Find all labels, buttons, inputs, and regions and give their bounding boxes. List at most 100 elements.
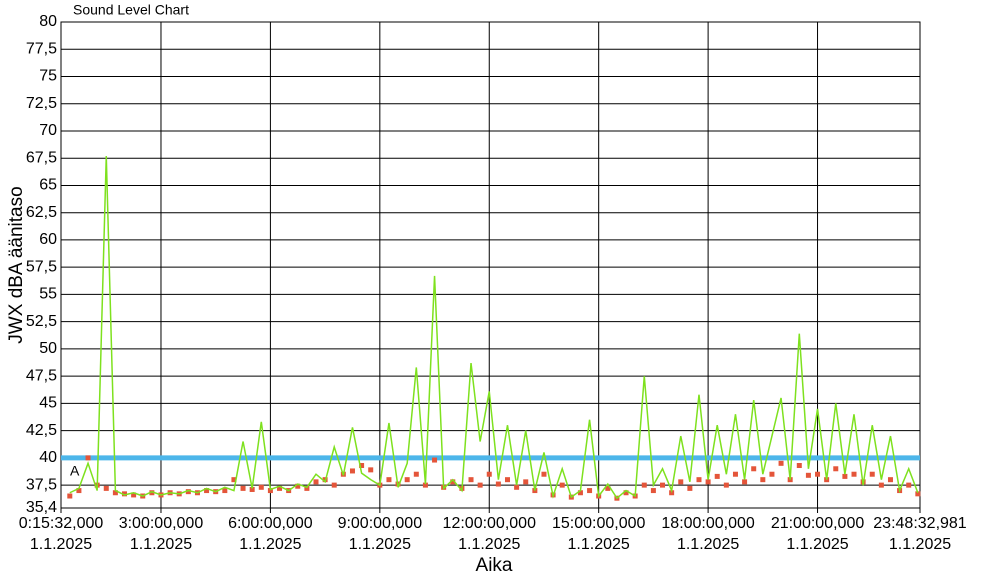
x-tick-label: 15:00:00,000 1.1.2025 bbox=[552, 515, 646, 553]
data-point bbox=[769, 471, 775, 477]
data-point bbox=[67, 493, 73, 499]
data-point bbox=[705, 479, 711, 485]
data-point bbox=[103, 485, 109, 491]
data-point bbox=[577, 490, 583, 496]
data-point bbox=[687, 485, 693, 491]
data-point bbox=[422, 482, 428, 488]
data-point bbox=[204, 488, 210, 494]
y-tick-label: 50 bbox=[39, 340, 57, 357]
data-point bbox=[742, 479, 748, 485]
y-tick-label: 47,5 bbox=[26, 367, 57, 384]
y-tick-label: 57,5 bbox=[26, 258, 57, 275]
data-point bbox=[468, 477, 474, 483]
data-point bbox=[495, 481, 501, 487]
y-tick-label: 62,5 bbox=[26, 204, 57, 221]
data-point bbox=[833, 466, 839, 472]
data-point bbox=[240, 485, 246, 491]
x-tick-label-line: 1.1.2025 bbox=[677, 536, 739, 553]
x-tick-label: 21:00:00,000 1.1.2025 bbox=[771, 515, 865, 553]
data-point bbox=[605, 485, 611, 491]
y-tick-label: 72,5 bbox=[26, 95, 57, 112]
data-point bbox=[258, 484, 264, 490]
data-point bbox=[623, 490, 629, 496]
y-tick-label: 67,5 bbox=[26, 149, 57, 166]
y-tick-label: 37,5 bbox=[26, 476, 57, 493]
y-tick-label: 65 bbox=[39, 177, 57, 194]
data-point bbox=[486, 471, 492, 477]
x-tick-label-line: 0:15:32,000 bbox=[19, 515, 104, 532]
data-point bbox=[714, 473, 720, 479]
x-tick-label: 23:48:32,981 1.1.2025 bbox=[873, 515, 967, 553]
data-point bbox=[249, 486, 255, 492]
x-tick-label: 12:00:00,000 1.1.2025 bbox=[443, 515, 537, 553]
x-tick-label-line: 1.1.2025 bbox=[130, 536, 192, 553]
data-point bbox=[815, 471, 821, 477]
data-point bbox=[404, 477, 410, 483]
y-tick-label: 40 bbox=[39, 449, 57, 466]
y-tick-label: 35,4 bbox=[26, 499, 57, 516]
y-tick-label: 42,5 bbox=[26, 422, 57, 439]
y-tick-label: 80 bbox=[39, 13, 57, 30]
x-tick-label-line: 1.1.2025 bbox=[239, 536, 301, 553]
data-point bbox=[696, 477, 702, 483]
data-point bbox=[122, 491, 128, 497]
data-point bbox=[751, 466, 757, 472]
data-point bbox=[504, 477, 510, 483]
data-point bbox=[669, 490, 675, 496]
data-point bbox=[514, 484, 520, 490]
y-tick-label: 70 bbox=[39, 122, 57, 139]
x-tick-label-line: 3:00:00,000 bbox=[119, 515, 204, 532]
data-point bbox=[641, 482, 647, 488]
data-point bbox=[796, 463, 802, 469]
data-point bbox=[231, 477, 237, 483]
data-point bbox=[295, 483, 301, 489]
data-point bbox=[267, 488, 273, 494]
data-point bbox=[76, 488, 82, 494]
x-tick-label: 9:00:00,000 1.1.2025 bbox=[338, 515, 423, 553]
data-point bbox=[760, 477, 766, 483]
y-tick-label: 45 bbox=[39, 395, 57, 412]
x-tick-label-line: 1.1.2025 bbox=[458, 536, 520, 553]
data-point bbox=[149, 490, 155, 496]
data-point bbox=[842, 473, 848, 479]
x-tick-label-line: 6:00:00,000 bbox=[228, 515, 313, 532]
chart-title: Sound Level Chart bbox=[73, 2, 189, 18]
y-tick-label: 60 bbox=[39, 231, 57, 248]
data-line bbox=[69, 156, 919, 500]
x-tick-label: 0:15:32,000 1.1.2025 bbox=[19, 515, 104, 553]
data-point bbox=[450, 479, 456, 485]
data-point bbox=[304, 485, 310, 491]
y-tick-label: 52,5 bbox=[26, 313, 57, 330]
data-point bbox=[359, 463, 365, 469]
y-tick-label: 77,5 bbox=[26, 40, 57, 57]
data-point bbox=[678, 479, 684, 485]
data-point bbox=[331, 482, 337, 488]
data-point bbox=[778, 460, 784, 466]
x-tick-label-line: 18:00:00,000 bbox=[661, 515, 755, 532]
plot-border bbox=[60, 21, 921, 509]
data-point bbox=[185, 489, 191, 495]
x-axis-label: Aika bbox=[476, 555, 513, 576]
y-tick-label: 75 bbox=[39, 68, 57, 85]
data-point bbox=[587, 488, 593, 494]
data-point bbox=[723, 482, 729, 488]
y-axis-label: JWX dBA äänitaso bbox=[6, 186, 27, 343]
data-point bbox=[313, 479, 319, 485]
data-point bbox=[85, 455, 91, 461]
data-point bbox=[413, 471, 419, 477]
x-tick-label-line: 9:00:00,000 bbox=[338, 515, 423, 532]
annotation: A bbox=[70, 463, 80, 479]
data-point bbox=[523, 479, 529, 485]
x-tick-label-line: 12:00:00,000 bbox=[443, 515, 537, 532]
x-tick-label: 3:00:00,000 1.1.2025 bbox=[119, 515, 204, 553]
data-point bbox=[915, 491, 921, 497]
x-tick-label-line: 1.1.2025 bbox=[349, 536, 411, 553]
data-point bbox=[851, 471, 857, 477]
x-tick-label-line: 1.1.2025 bbox=[30, 536, 92, 553]
data-point bbox=[222, 488, 228, 494]
data-point bbox=[878, 482, 884, 488]
data-point bbox=[277, 485, 283, 491]
y-tick-label: 55 bbox=[39, 286, 57, 303]
data-point bbox=[386, 477, 392, 483]
